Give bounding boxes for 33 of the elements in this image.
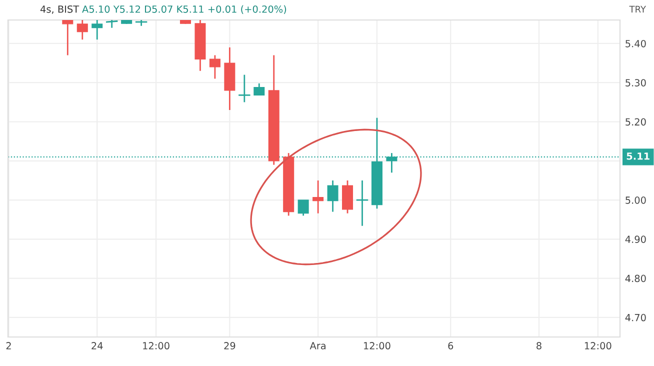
- candlestick: [342, 180, 354, 214]
- text: TRY: [629, 6, 646, 12]
- y-tick-label: 5.00: [626, 196, 646, 204]
- candlestick: [76, 20, 88, 40]
- y-tick-label: 4.70: [625, 314, 646, 322]
- candlestick: [106, 20, 118, 29]
- y-tick-label: 5.40: [626, 40, 646, 48]
- x-tick-label: 2: [6, 342, 11, 350]
- candlestick: [92, 20, 103, 40]
- candlestick: [238, 74, 250, 103]
- candlestick: [209, 54, 220, 80]
- candlestick: [62, 20, 74, 56]
- x-tick-label: 12:00: [364, 342, 390, 350]
- x-tick-label: 29: [224, 342, 236, 350]
- chart-title: 4s, BIST: [40, 5, 80, 14]
- y-tick-label: 5.20: [626, 118, 646, 126]
- candlestick: [327, 180, 338, 212]
- y-tick-label: 4.80: [625, 274, 646, 282]
- x-tick-label: 6: [448, 342, 454, 350]
- x-tick-label: 8: [536, 342, 542, 350]
- chart-subtitle: A5.10 Y5.12 D5.07 K5.11 +0.01 (+0.20%): [82, 5, 286, 14]
- candlestick: [254, 82, 265, 96]
- y-tick-label: 5.30: [626, 79, 646, 86]
- y-tick-label: 4.90: [625, 236, 646, 243]
- candlestick: [312, 180, 324, 214]
- ref-line-label: 5.11: [626, 152, 650, 160]
- candlestick: [356, 180, 368, 227]
- x-tick-label: 12:00: [143, 342, 170, 350]
- candlestick: [135, 20, 148, 27]
- x-tick-label: 12:00: [584, 342, 612, 350]
- x-tick-label: Ara: [310, 342, 326, 350]
- candlestick: [298, 199, 309, 216]
- x-tick-label: 24: [92, 342, 103, 350]
